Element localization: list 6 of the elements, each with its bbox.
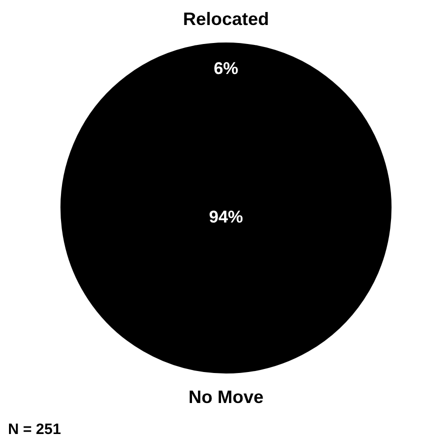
text: N = 251 bbox=[8, 421, 61, 439]
slice-label: Relocated bbox=[182, 9, 270, 29]
data-label: 94% bbox=[208, 207, 244, 226]
pie-slice bbox=[60, 45, 392, 374]
data-label: 6% bbox=[214, 58, 238, 78]
slice-label: No Move bbox=[188, 387, 264, 407]
